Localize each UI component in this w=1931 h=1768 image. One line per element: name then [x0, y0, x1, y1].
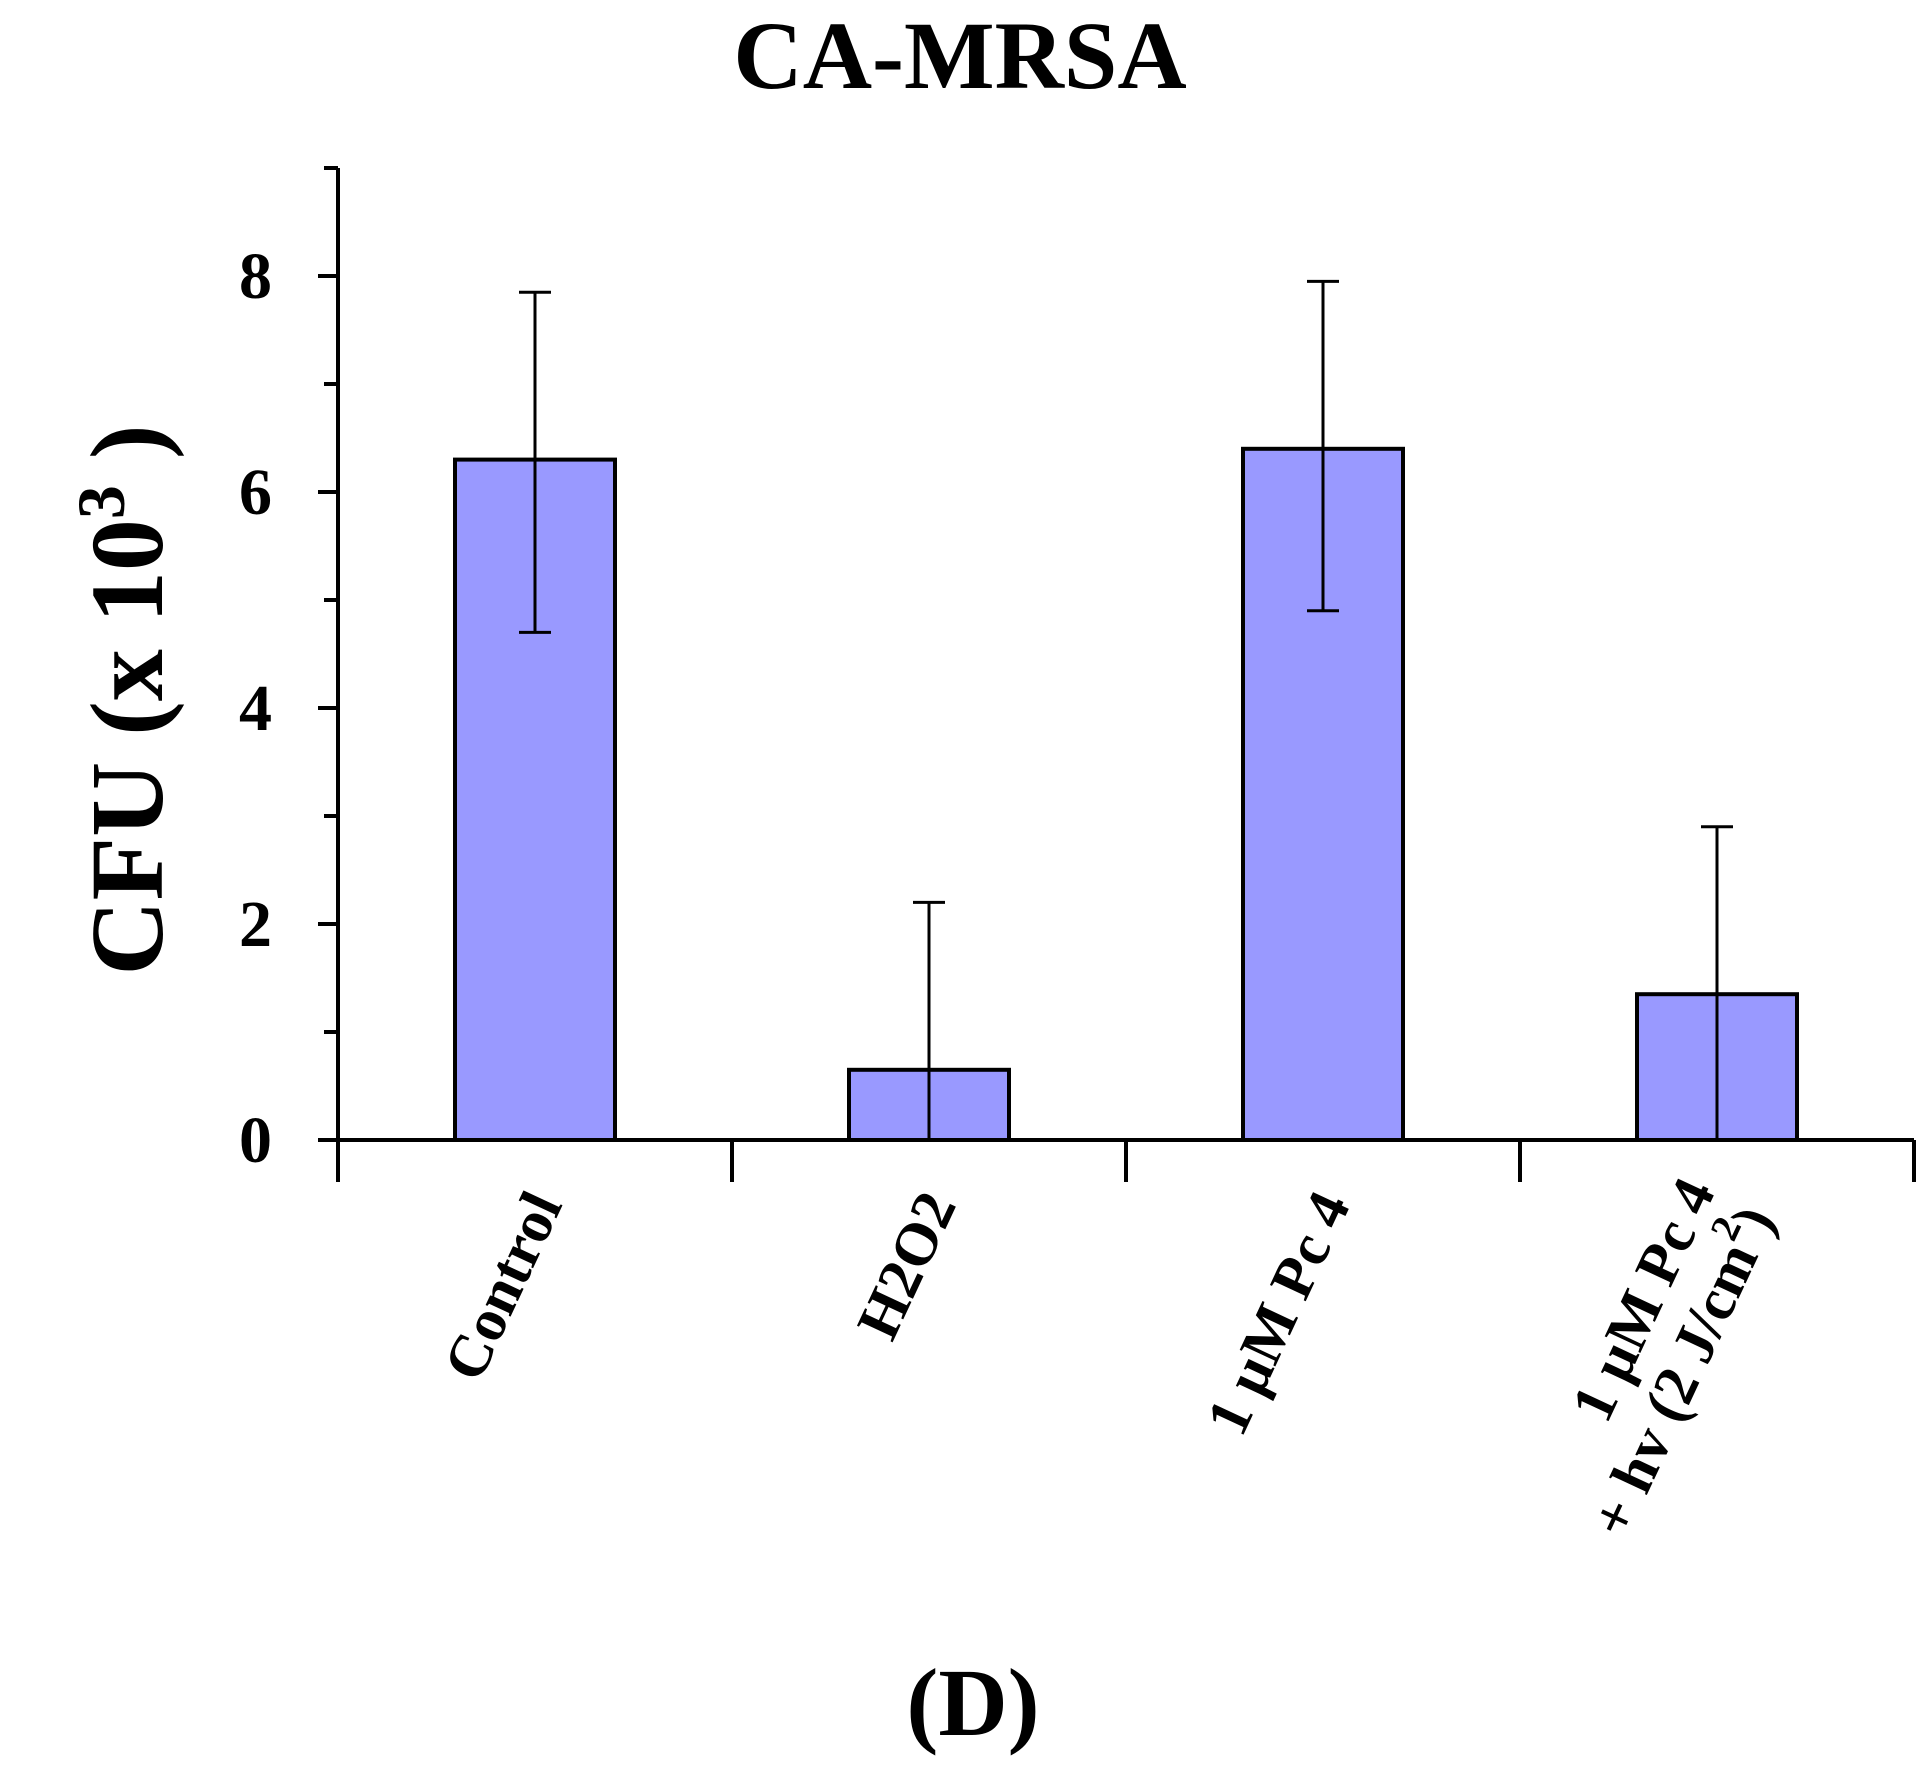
bars: [453, 446, 1799, 1143]
y-tick-label: 4: [239, 672, 272, 745]
panel-label: (D): [906, 1649, 1039, 1756]
x-tick-label-line: Control: [431, 1182, 575, 1390]
y-tick-label: 6: [239, 456, 272, 529]
y-tick-label: 8: [239, 240, 272, 313]
error-bars: [519, 279, 1733, 1140]
y-axis-label-superscript: 3: [63, 485, 139, 519]
x-tick-label-3: 1 μM Pc 4+ hv (2 J/cm2): [1558, 1168, 1787, 1546]
x-axis-labels: Control H2O2 1 μM Pc 4 1 μM Pc 4+ hv (2 J/c…: [431, 1168, 1788, 1546]
x-tick-label-0: Control: [431, 1182, 575, 1390]
x-tick-label-line: 1 μM Pc 4: [1193, 1182, 1362, 1445]
x-tick-label-2: 1 μM Pc 4: [1193, 1182, 1362, 1445]
y-tick-label: 0: [239, 1104, 272, 1177]
y-axis-label: CFU (x 103 ): [63, 424, 185, 975]
y-axis-ticks: 0 2 4 6 8: [239, 166, 338, 1177]
y-tick-label: 2: [239, 888, 272, 961]
x-tick-label-1: H2O2: [844, 1182, 969, 1349]
x-tick-label-line: H2O2: [844, 1182, 969, 1349]
chart-title: CA-MRSA: [733, 2, 1186, 109]
